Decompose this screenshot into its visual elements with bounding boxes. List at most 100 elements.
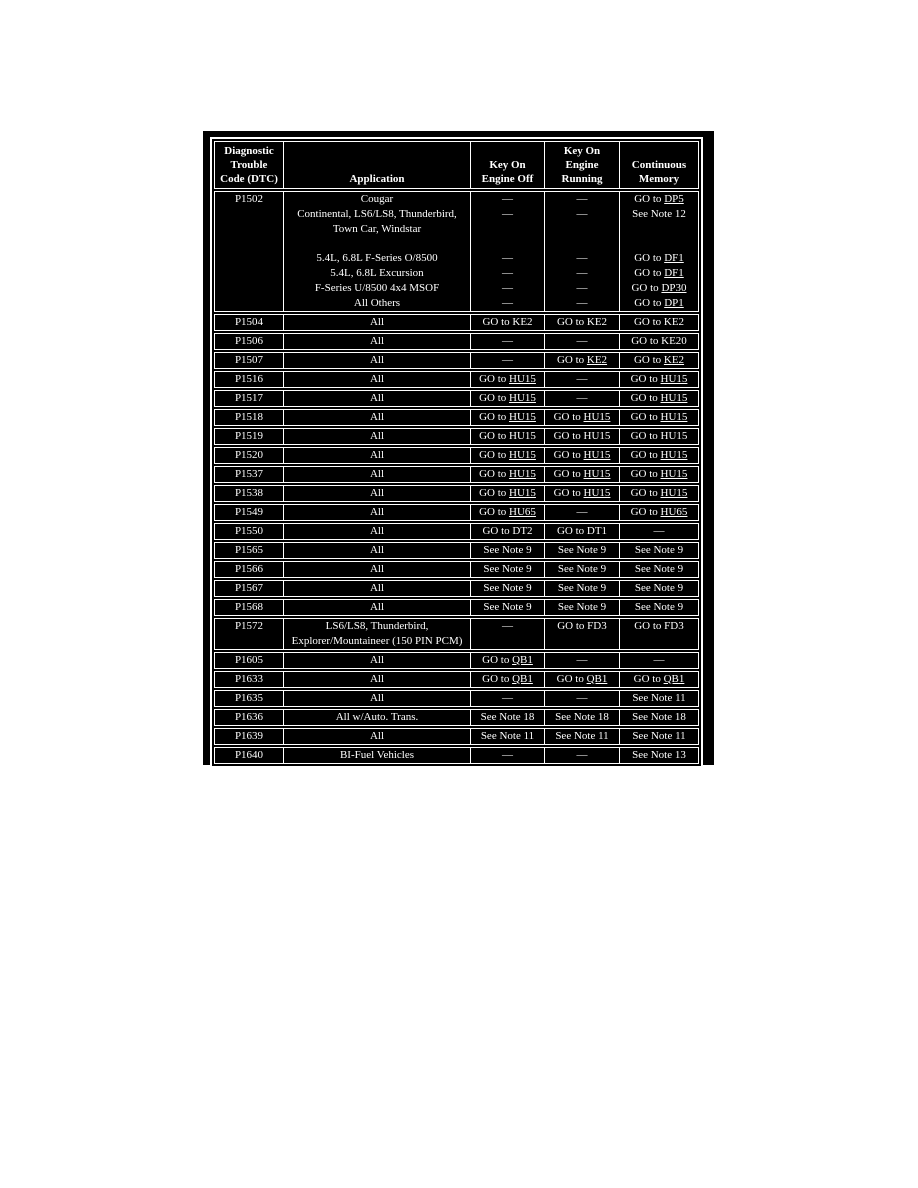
goto-link[interactable]: HU15: [583, 468, 611, 480]
goto-link[interactable]: HU15: [660, 487, 688, 499]
dtc-cell: P1519: [234, 430, 264, 442]
cm-cell: GO to KE20: [619, 334, 698, 349]
goto-link[interactable]: HU15: [509, 373, 536, 385]
application-cell: 5.4L, 6.8L F-Series O/8500: [283, 251, 470, 266]
koeo-cell: See Note 9: [470, 581, 544, 596]
application-cell: All: [283, 448, 470, 463]
cm-cell: GO to HU15: [619, 429, 698, 444]
dtc-cell: P1538: [234, 487, 264, 499]
goto-link[interactable]: HU15: [660, 468, 688, 480]
goto-link[interactable]: HU15: [660, 392, 688, 404]
cm-cell: GO to QB1: [619, 672, 698, 687]
cm-cell: See Note 9: [619, 543, 698, 558]
cm-cell: See Note 12: [619, 207, 698, 251]
goto-link[interactable]: DF1: [664, 267, 684, 279]
koeo-cell: GO to HU15: [470, 448, 544, 463]
table-row: P1635 All — — See Note 11: [214, 690, 699, 707]
goto-link[interactable]: HU65: [660, 506, 688, 518]
koer-cell: —: [544, 266, 619, 281]
table-row: P1636 All w/Auto. Trans. See Note 18 See No…: [214, 709, 699, 726]
koeo-cell: GO to HU15: [470, 429, 544, 444]
koeo-cell: —: [470, 619, 544, 649]
goto-link[interactable]: QB1: [512, 654, 533, 666]
koeo-cell: GO to HU15: [470, 391, 544, 406]
header-line: Running: [561, 173, 603, 185]
koeo-cell: —: [470, 251, 544, 266]
koer-cell: —: [544, 251, 619, 266]
goto-link[interactable]: HU15: [509, 392, 536, 404]
koeo-cell: See Note 9: [470, 562, 544, 577]
dtc-table-frame: Diagnostic Trouble Code (DTC) Application Ke…: [210, 137, 703, 768]
goto-link[interactable]: HU15: [583, 449, 611, 461]
column-header: Continuous Memory: [619, 142, 698, 188]
dtc-cell: P1518: [234, 411, 264, 423]
goto-link[interactable]: HU15: [660, 373, 688, 385]
cm-cell: GO to KE2: [619, 353, 698, 368]
application-cell: All: [283, 410, 470, 425]
cm-cell: See Note 13: [619, 748, 698, 763]
goto-link[interactable]: KE2: [663, 354, 685, 366]
goto-link[interactable]: QB1: [512, 673, 533, 685]
cm-cell: GO to HU15: [619, 486, 698, 501]
dtc-cell: P1567: [234, 582, 264, 594]
header-line: Trouble: [230, 159, 268, 171]
column-header: Key On Engine Off: [470, 142, 544, 188]
goto-link[interactable]: DP30: [661, 282, 687, 294]
koer-cell: —: [544, 505, 619, 520]
goto-link[interactable]: HU15: [509, 487, 536, 499]
goto-link[interactable]: HU15: [583, 487, 611, 499]
goto-link[interactable]: DP5: [664, 193, 684, 205]
table-row: P1538 All GO to HU15 GO to HU15 GO to HU15: [214, 485, 699, 502]
goto-link[interactable]: HU15: [509, 468, 536, 480]
application-cell: BI-Fuel Vehicles: [283, 748, 470, 763]
koeo-cell: GO to HU15: [470, 467, 544, 482]
column-header: Diagnostic Trouble Code (DTC): [215, 142, 283, 188]
application-cell: All: [283, 653, 470, 668]
column-header: Application: [283, 142, 470, 188]
table-row: P1507 All — GO to KE2 GO to KE2: [214, 352, 699, 369]
cm-cell: GO to FD3: [619, 619, 698, 649]
goto-link[interactable]: DP1: [664, 297, 684, 309]
goto-link[interactable]: QB1: [586, 673, 608, 685]
koer-cell: See Note 9: [544, 581, 619, 596]
table-row: P1520 All GO to HU15 GO to HU15 GO to HU15: [214, 447, 699, 464]
application-cell: Continental, LS6/LS8, Thunderbird, Town …: [283, 207, 470, 251]
table-row: P1549 All GO to HU65— GO to HU65: [214, 504, 699, 521]
koeo-cell: GO to KE2: [470, 315, 544, 330]
cm-cell: —: [619, 653, 698, 668]
dtc-cell: P1572: [234, 620, 264, 632]
application-cell: All: [283, 505, 470, 520]
dtc-cell: P1549: [234, 506, 264, 518]
goto-link[interactable]: DF1: [664, 252, 684, 264]
goto-link[interactable]: QB1: [663, 673, 685, 685]
koeo-cell: —: [470, 281, 544, 296]
koer-cell: —: [544, 748, 619, 763]
application-cell: All: [283, 334, 470, 349]
goto-link[interactable]: HU15: [660, 449, 688, 461]
header-line: Continuous: [631, 159, 687, 171]
application-cell: Cougar: [283, 192, 470, 207]
goto-link[interactable]: HU15: [509, 449, 536, 461]
goto-link[interactable]: HU15: [660, 411, 688, 423]
application-cell: All: [283, 467, 470, 482]
koer-cell: —: [544, 192, 619, 207]
dtc-cell: P1507: [234, 354, 264, 366]
dtc-cell: P1537: [234, 468, 264, 480]
koer-cell: GO to FD3: [544, 619, 619, 649]
cm-cell: GO to HU15: [619, 391, 698, 406]
goto-link[interactable]: HU65: [509, 506, 536, 518]
goto-link[interactable]: HU15: [509, 411, 536, 423]
dtc-cell: P1566: [234, 563, 264, 575]
goto-link[interactable]: KE2: [586, 354, 608, 366]
application-cell: All w/Auto. Trans.: [283, 710, 470, 725]
koer-cell: —: [544, 296, 619, 311]
application-cell: All: [283, 524, 470, 539]
cm-cell: —: [619, 524, 698, 539]
dtc-cell: P1506: [234, 335, 264, 347]
table-row: P1516 All GO to HU15— GO to HU15: [214, 371, 699, 388]
koeo-cell: —: [470, 296, 544, 311]
application-cell: All: [283, 353, 470, 368]
dtc-cell: P1639: [234, 730, 264, 742]
goto-link[interactable]: HU15: [583, 411, 611, 423]
header-row: Diagnostic Trouble Code (DTC) Application Ke…: [214, 141, 699, 189]
